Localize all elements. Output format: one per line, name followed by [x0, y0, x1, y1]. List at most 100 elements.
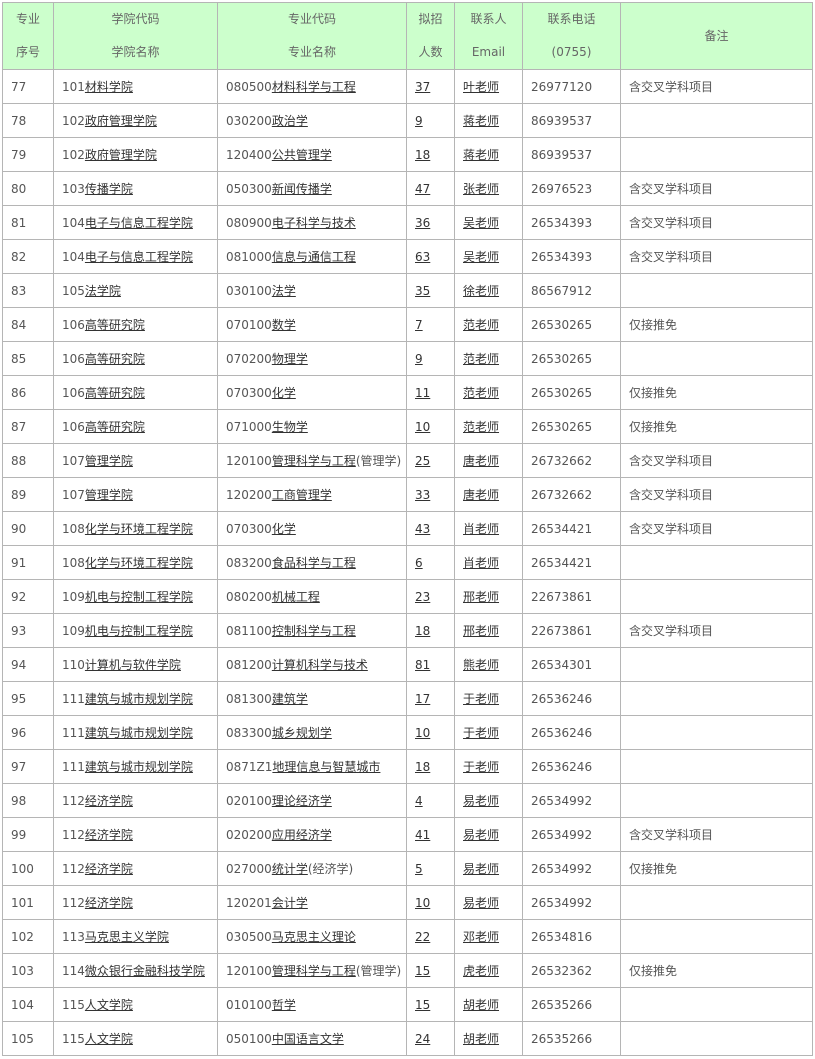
contact-email-link[interactable]: 肖老师	[463, 556, 500, 570]
contact-email-link[interactable]: 于老师	[463, 692, 500, 706]
major-link[interactable]: 马克思主义理论	[271, 930, 356, 944]
major-link[interactable]: 生物学	[271, 420, 308, 434]
college-link[interactable]: 人文学院	[84, 1032, 133, 1046]
college-link[interactable]: 高等研究院	[84, 318, 145, 332]
count-link[interactable]: 18	[415, 623, 431, 638]
college-link[interactable]: 法学院	[84, 284, 121, 298]
count-link[interactable]: 10	[415, 725, 431, 740]
contact-email-link[interactable]: 唐老师	[463, 488, 500, 502]
major-link[interactable]: 材料科学与工程	[271, 80, 356, 94]
college-link[interactable]: 微众银行金融科技学院	[84, 964, 205, 978]
college-link[interactable]: 化学与环境工程学院	[84, 522, 193, 536]
contact-email-link[interactable]: 熊老师	[463, 658, 500, 672]
count-link[interactable]: 36	[415, 215, 431, 230]
count-link[interactable]: 47	[415, 181, 431, 196]
count-link[interactable]: 17	[415, 691, 431, 706]
count-link[interactable]: 9	[415, 113, 423, 128]
college-link[interactable]: 化学与环境工程学院	[84, 556, 193, 570]
college-link[interactable]: 高等研究院	[84, 420, 145, 434]
count-link[interactable]: 9	[415, 351, 423, 366]
college-link[interactable]: 计算机与软件学院	[84, 658, 181, 672]
contact-email-link[interactable]: 吴老师	[463, 216, 500, 230]
count-link[interactable]: 7	[415, 317, 423, 332]
count-link[interactable]: 43	[415, 521, 431, 536]
count-link[interactable]: 5	[415, 861, 423, 876]
count-link[interactable]: 10	[415, 419, 431, 434]
contact-email-link[interactable]: 虎老师	[463, 964, 500, 978]
contact-email-link[interactable]: 叶老师	[463, 80, 500, 94]
major-link[interactable]: 信息与通信工程	[271, 250, 356, 264]
contact-email-link[interactable]: 易老师	[463, 896, 500, 910]
college-link[interactable]: 机电与控制工程学院	[84, 590, 193, 604]
college-link[interactable]: 人文学院	[84, 998, 133, 1012]
count-link[interactable]: 25	[415, 453, 431, 468]
major-link[interactable]: 哲学	[271, 998, 296, 1012]
contact-email-link[interactable]: 蒋老师	[463, 148, 500, 162]
college-link[interactable]: 经济学院	[84, 828, 133, 842]
major-link[interactable]: 化学	[271, 386, 296, 400]
college-link[interactable]: 政府管理学院	[84, 114, 157, 128]
major-link[interactable]: 统计学	[271, 862, 308, 876]
count-link[interactable]: 22	[415, 929, 431, 944]
contact-email-link[interactable]: 于老师	[463, 760, 500, 774]
major-link[interactable]: 新闻传播学	[271, 182, 332, 196]
major-link[interactable]: 理论经济学	[271, 794, 332, 808]
count-link[interactable]: 4	[415, 793, 423, 808]
college-link[interactable]: 建筑与城市规划学院	[84, 692, 193, 706]
count-link[interactable]: 15	[415, 963, 431, 978]
college-link[interactable]: 机电与控制工程学院	[84, 624, 193, 638]
college-link[interactable]: 电子与信息工程学院	[84, 216, 193, 230]
count-link[interactable]: 35	[415, 283, 431, 298]
major-link[interactable]: 法学	[271, 284, 296, 298]
major-link[interactable]: 控制科学与工程	[271, 624, 356, 638]
count-link[interactable]: 24	[415, 1031, 431, 1046]
major-link[interactable]: 数学	[271, 318, 296, 332]
contact-email-link[interactable]: 唐老师	[463, 454, 500, 468]
contact-email-link[interactable]: 邓老师	[463, 930, 500, 944]
college-link[interactable]: 高等研究院	[84, 386, 145, 400]
college-link[interactable]: 高等研究院	[84, 352, 145, 366]
college-link[interactable]: 建筑与城市规划学院	[84, 760, 193, 774]
contact-email-link[interactable]: 范老师	[463, 318, 500, 332]
college-link[interactable]: 经济学院	[84, 862, 133, 876]
count-link[interactable]: 15	[415, 997, 431, 1012]
contact-email-link[interactable]: 胡老师	[463, 1032, 500, 1046]
count-link[interactable]: 37	[415, 79, 431, 94]
college-link[interactable]: 材料学院	[84, 80, 133, 94]
count-link[interactable]: 23	[415, 589, 431, 604]
college-link[interactable]: 经济学院	[84, 794, 133, 808]
major-link[interactable]: 计算机科学与技术	[271, 658, 368, 672]
major-link[interactable]: 食品科学与工程	[271, 556, 356, 570]
contact-email-link[interactable]: 肖老师	[463, 522, 500, 536]
major-link[interactable]: 中国语言文学	[271, 1032, 344, 1046]
contact-email-link[interactable]: 徐老师	[463, 284, 500, 298]
major-link[interactable]: 管理科学与工程	[271, 964, 356, 978]
contact-email-link[interactable]: 张老师	[463, 182, 500, 196]
contact-email-link[interactable]: 范老师	[463, 386, 500, 400]
major-link[interactable]: 化学	[271, 522, 296, 536]
contact-email-link[interactable]: 易老师	[463, 862, 500, 876]
count-link[interactable]: 41	[415, 827, 431, 842]
college-link[interactable]: 经济学院	[84, 896, 133, 910]
major-link[interactable]: 机械工程	[271, 590, 320, 604]
count-link[interactable]: 63	[415, 249, 431, 264]
count-link[interactable]: 33	[415, 487, 431, 502]
major-link[interactable]: 电子科学与技术	[271, 216, 356, 230]
college-link[interactable]: 政府管理学院	[84, 148, 157, 162]
contact-email-link[interactable]: 蒋老师	[463, 114, 500, 128]
contact-email-link[interactable]: 范老师	[463, 352, 500, 366]
major-link[interactable]: 地理信息与智慧城市	[272, 760, 381, 774]
contact-email-link[interactable]: 易老师	[463, 794, 500, 808]
contact-email-link[interactable]: 邢老师	[463, 590, 500, 604]
count-link[interactable]: 10	[415, 895, 431, 910]
contact-email-link[interactable]: 胡老师	[463, 998, 500, 1012]
college-link[interactable]: 管理学院	[84, 488, 133, 502]
count-link[interactable]: 6	[415, 555, 423, 570]
contact-email-link[interactable]: 吴老师	[463, 250, 500, 264]
contact-email-link[interactable]: 范老师	[463, 420, 500, 434]
count-link[interactable]: 18	[415, 759, 431, 774]
count-link[interactable]: 18	[415, 147, 431, 162]
major-link[interactable]: 应用经济学	[271, 828, 332, 842]
contact-email-link[interactable]: 于老师	[463, 726, 500, 740]
major-link[interactable]: 建筑学	[271, 692, 308, 706]
